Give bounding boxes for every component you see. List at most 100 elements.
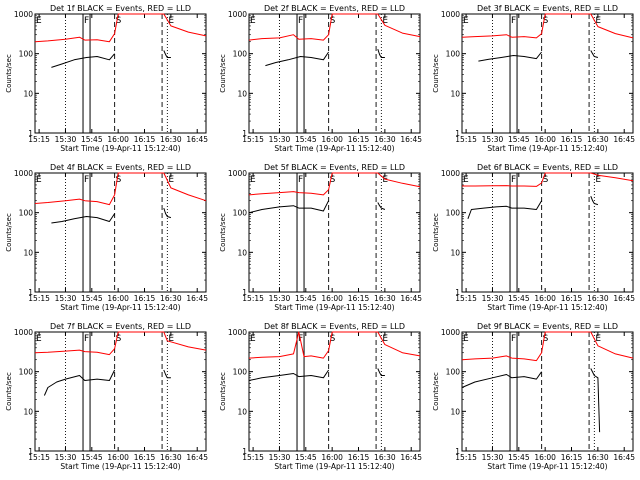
plot-frame bbox=[34, 172, 207, 293]
flag-label: E bbox=[250, 175, 256, 185]
flag-label: E bbox=[36, 334, 42, 344]
flag-label: E bbox=[595, 175, 601, 185]
x-tick-label: 15:15 bbox=[455, 453, 477, 462]
y-axis-label: Counts/sec bbox=[219, 54, 227, 93]
x-axis-label: Start Time (19-Apr-11 15:12:40) bbox=[487, 462, 607, 471]
events-series-line bbox=[377, 368, 385, 376]
x-tick-label: 16:30 bbox=[374, 453, 396, 462]
events-series-line bbox=[478, 51, 542, 62]
flag-label: F bbox=[84, 175, 89, 185]
flag-label: S bbox=[116, 175, 122, 185]
x-tick-label: 16:30 bbox=[587, 294, 609, 303]
flag-label: S bbox=[116, 334, 122, 344]
flag-label: E bbox=[168, 16, 174, 26]
chart-panel: Det 5f BLACK = Events, RED = LLD 1 10 100 10… bbox=[219, 163, 422, 312]
x-tick-label: 15:15 bbox=[242, 453, 264, 462]
x-tick-label: 16:45 bbox=[613, 453, 635, 462]
x-axis-label: Start Time (19-Apr-11 15:12:40) bbox=[487, 144, 607, 153]
y-tick-label: 1 bbox=[28, 288, 33, 297]
x-tick-label: 15:30 bbox=[55, 135, 77, 144]
x-tick-label: 16:15 bbox=[561, 135, 583, 144]
x-axis-label: Start Time (19-Apr-11 15:12:40) bbox=[60, 462, 180, 471]
x-tick-label: 15:15 bbox=[242, 135, 264, 144]
y-tick-label: 100 bbox=[233, 50, 248, 59]
x-tick-label: 16:45 bbox=[186, 294, 208, 303]
flag-label: F bbox=[511, 334, 516, 344]
x-tick-label: 15:15 bbox=[28, 453, 50, 462]
x-tick-label: 16:30 bbox=[587, 135, 609, 144]
x-tick-label: 16:45 bbox=[400, 135, 422, 144]
x-tick-label: 15:45 bbox=[508, 453, 530, 462]
chart-panel: Det 9f BLACK = Events, RED = LLD 1 10 100 10… bbox=[432, 322, 635, 471]
x-tick-label: 15:45 bbox=[508, 294, 530, 303]
plot-frame bbox=[248, 13, 421, 134]
y-axis-label: Counts/sec bbox=[5, 54, 13, 93]
y-tick-label: 100 bbox=[446, 368, 461, 377]
x-tick-label: 16:00 bbox=[107, 453, 129, 462]
plot-frame bbox=[248, 172, 421, 293]
x-tick-label: 16:45 bbox=[186, 135, 208, 144]
plot-frame bbox=[34, 331, 207, 452]
events-series-line bbox=[265, 51, 330, 67]
events-series-line bbox=[248, 200, 330, 214]
events-series-line bbox=[590, 368, 601, 433]
x-tick-label: 15:30 bbox=[55, 453, 77, 462]
y-tick-label: 100 bbox=[19, 368, 34, 377]
y-axis-label: Counts/sec bbox=[5, 372, 13, 411]
x-axis-label: Start Time (19-Apr-11 15:12:40) bbox=[274, 144, 394, 153]
x-tick-label: 16:30 bbox=[374, 135, 396, 144]
y-tick-label: 1 bbox=[242, 447, 247, 456]
y-axis-label: Counts/sec bbox=[219, 213, 227, 252]
events-series-line bbox=[163, 369, 171, 379]
flag-label: F bbox=[511, 175, 516, 185]
y-tick-label: 1 bbox=[28, 129, 33, 138]
y-tick-label: 1 bbox=[455, 129, 460, 138]
y-tick-label: 1 bbox=[242, 129, 247, 138]
x-tick-label: 15:15 bbox=[242, 294, 264, 303]
flag-label: F bbox=[511, 16, 516, 26]
events-series-line bbox=[590, 196, 599, 206]
lld-series-line bbox=[248, 331, 421, 359]
x-tick-label: 16:45 bbox=[613, 135, 635, 144]
y-tick-label: 10 bbox=[23, 89, 33, 98]
events-series-line bbox=[248, 369, 330, 381]
lld-series-line bbox=[34, 172, 207, 206]
x-tick-label: 16:45 bbox=[613, 294, 635, 303]
y-tick-label: 100 bbox=[19, 50, 34, 59]
x-tick-label: 15:15 bbox=[28, 135, 50, 144]
events-series-line bbox=[163, 207, 172, 219]
chart-title: Det 9f BLACK = Events, RED = LLD bbox=[477, 322, 618, 331]
lld-series-line bbox=[462, 172, 634, 187]
chart-title: Det 3f BLACK = Events, RED = LLD bbox=[477, 4, 618, 13]
x-tick-label: 16:30 bbox=[160, 135, 182, 144]
y-tick-label: 100 bbox=[446, 209, 461, 218]
y-axis-label: Counts/sec bbox=[5, 213, 13, 252]
y-tick-label: 10 bbox=[23, 407, 33, 416]
flag-label: E bbox=[168, 334, 174, 344]
chart-panel: Det 6f BLACK = Events, RED = LLD 1 10 100 10… bbox=[432, 163, 635, 312]
y-tick-label: 1 bbox=[242, 288, 247, 297]
flag-label: E bbox=[463, 334, 469, 344]
x-tick-label: 16:15 bbox=[348, 135, 370, 144]
y-tick-label: 1 bbox=[455, 288, 460, 297]
y-tick-label: 1 bbox=[28, 447, 33, 456]
flag-label: S bbox=[543, 334, 549, 344]
x-tick-label: 16:00 bbox=[534, 453, 556, 462]
events-series-line bbox=[51, 213, 116, 224]
x-tick-label: 15:30 bbox=[482, 453, 504, 462]
lld-series-line bbox=[34, 13, 207, 43]
flag-label: F bbox=[298, 175, 303, 185]
y-tick-label: 1000 bbox=[441, 169, 460, 178]
lld-series-line bbox=[248, 172, 421, 196]
events-series-line bbox=[377, 48, 385, 58]
flag-label: E bbox=[463, 16, 469, 26]
chart-title: Det 6f BLACK = Events, RED = LLD bbox=[477, 163, 618, 172]
x-axis-label: Start Time (19-Apr-11 15:12:40) bbox=[487, 303, 607, 312]
flag-label: S bbox=[543, 16, 549, 26]
y-tick-label: 1000 bbox=[441, 328, 460, 337]
chart-panel: Det 2f BLACK = Events, RED = LLD 1 10 100 10… bbox=[219, 4, 422, 153]
flag-label: S bbox=[330, 175, 336, 185]
x-tick-label: 15:45 bbox=[295, 453, 317, 462]
chart-title: Det 8f BLACK = Events, RED = LLD bbox=[264, 322, 405, 331]
y-axis-label: Counts/sec bbox=[432, 372, 440, 411]
